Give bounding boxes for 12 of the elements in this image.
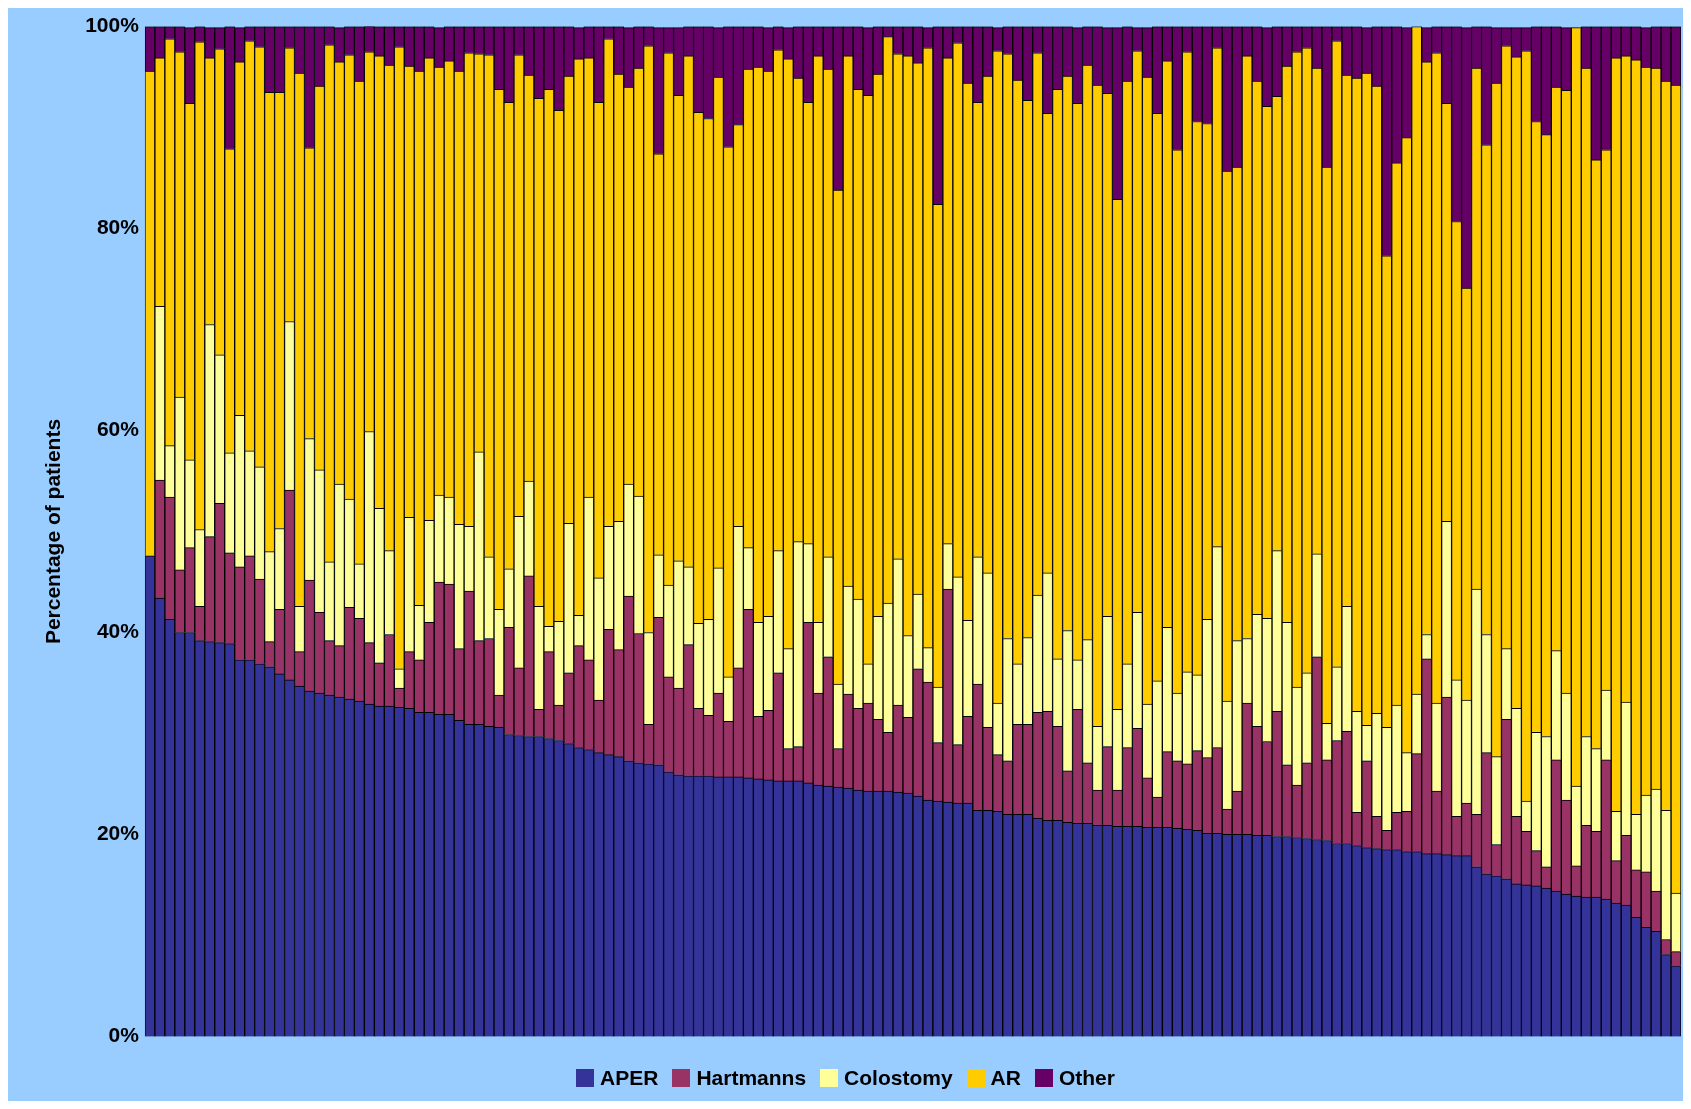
y-tick-label: 60% — [96, 417, 140, 441]
legend-label: Other — [1058, 1066, 1115, 1090]
legend-label: Hartmanns — [696, 1066, 807, 1090]
y-tick-label: 100% — [85, 13, 140, 37]
legend-label: AR — [990, 1066, 1021, 1090]
y-tick-label: 20% — [96, 821, 140, 845]
y-tick-label: 0% — [108, 1023, 140, 1047]
y-tick-label: 80% — [96, 215, 140, 239]
y-tick-label: 40% — [96, 619, 140, 643]
legend-label: Colostomy — [844, 1066, 953, 1090]
y-axis-title: Percentage of patients — [41, 418, 65, 645]
legend-label: APER — [600, 1066, 659, 1090]
